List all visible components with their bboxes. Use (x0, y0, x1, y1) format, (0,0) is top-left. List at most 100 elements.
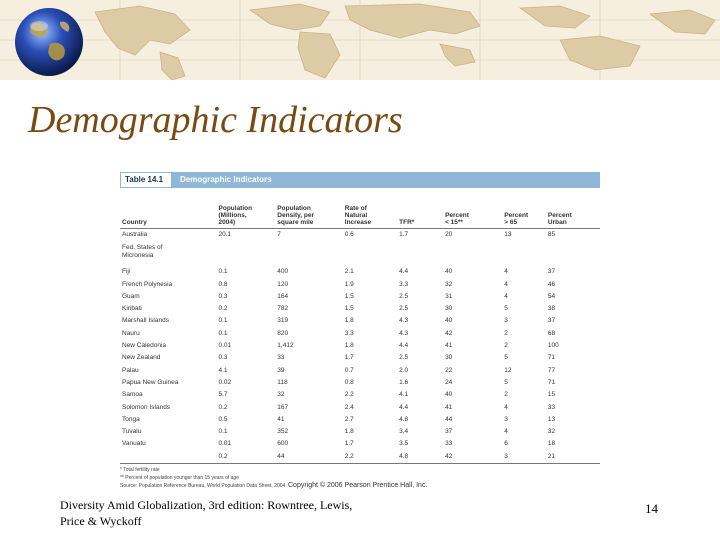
value-cell (443, 241, 502, 266)
value-cell: 40 (445, 268, 453, 276)
column-header: Population (Millions, 2004) (216, 188, 276, 229)
value-cell: 6 (504, 440, 508, 448)
table-row: New Zealand 0.3 33 1.7 2.5 30 5 71 (120, 352, 600, 364)
value-cell: 4.8 (397, 450, 444, 465)
value-cell: 0.1 (218, 428, 228, 436)
table-header-band: Table 14.1 Demographic Indicators (120, 172, 600, 188)
value-cell: 0.8 (344, 378, 354, 386)
table-row: Tonga 0.5 41 2.7 4.8 44 3 13 (120, 414, 600, 426)
value-cell: 1.9 (344, 280, 354, 288)
demographic-table-figure: Table 14.1 Demographic Indicators Countr… (120, 172, 600, 490)
value-cell: 2.2 (342, 450, 398, 465)
table-number: Table 14.1 (120, 172, 172, 188)
value-cell: 20.1 (218, 231, 232, 238)
footnote: ** Percent of population younger than 15… (120, 475, 239, 482)
value-cell: 118 (277, 378, 288, 386)
value-cell: 1.7 (344, 354, 354, 362)
table-caption: Demographic Indicators (180, 175, 272, 184)
value-cell: 0.1 (218, 317, 228, 325)
value-cell: 1.5 (344, 292, 354, 300)
value-cell: 167 (277, 403, 289, 411)
value-cell: 2.0 (399, 366, 409, 374)
table-row: Solomon Islands 0.2 167 2.4 4.4 41 4 33 (120, 402, 600, 414)
value-cell: 7 (277, 231, 281, 238)
table-row: Fiji 0.1 400 2.1 4.4 40 4 37 (120, 266, 600, 278)
country-cell: Samoa (122, 391, 143, 399)
value-cell: 5.7 (218, 391, 228, 399)
value-cell: 13 (504, 231, 512, 238)
country-cell: Kiribati (122, 305, 142, 313)
value-cell: 5 (504, 305, 508, 313)
table-header-row: Country Population (Millions, 2004) Popu… (120, 188, 600, 229)
value-cell: 33 (277, 354, 285, 362)
table-row: French Polynesia 0.8 120 1.9 3.3 32 4 46 (120, 279, 600, 291)
value-cell: 41 (445, 403, 453, 411)
country-cell: New Zealand (122, 354, 161, 362)
value-cell: 2.5 (399, 305, 409, 313)
value-cell: 120 (277, 280, 289, 288)
value-cell: 37 (547, 268, 556, 276)
value-cell: 3 (502, 450, 546, 465)
value-cell: 15 (547, 391, 556, 399)
column-header: Percent < 15** (443, 188, 503, 229)
value-cell: 3.3 (399, 280, 409, 288)
value-cell: 37 (547, 317, 556, 325)
value-cell: 4 (504, 292, 508, 300)
value-cell: 600 (277, 440, 289, 448)
value-cell: 4.1 (399, 391, 409, 399)
country-cell: Nauru (122, 329, 140, 337)
footer-citation: Diversity Amid Globalization, 3rd editio… (60, 498, 353, 528)
value-cell: 33 (547, 403, 556, 411)
column-header: Population Density, per square mile (275, 188, 343, 229)
value-cell: 2 (504, 342, 508, 350)
country-cell: New Caledonia (122, 342, 167, 350)
value-cell: 0.5 (218, 415, 228, 423)
value-cell: 352 (277, 428, 289, 436)
value-cell: 37 (445, 428, 453, 436)
country-cell: Tonga (122, 415, 140, 423)
value-cell: 40 (445, 317, 453, 325)
value-cell: 42 (443, 450, 503, 465)
value-cell (343, 241, 397, 266)
table-row: Papua New Guinea 0.02 118 0.8 1.6 24 5 71 (120, 377, 600, 389)
value-cell: 0.6 (344, 231, 354, 238)
table-notes: * Total fertility rate ** Percent of pop… (120, 466, 600, 490)
country-cell: Fiji (122, 268, 131, 276)
value-cell: 24 (445, 378, 453, 386)
value-cell: 0.3 (218, 354, 228, 362)
value-cell: 0.01 (218, 342, 232, 350)
country-cell: Marshall Islands (122, 317, 169, 325)
value-cell (502, 241, 546, 266)
column-header: Percent > 65 (502, 188, 546, 229)
value-cell: 782 (277, 305, 289, 313)
value-cell: 1,412 (277, 342, 294, 350)
value-cell: 71 (547, 354, 556, 362)
value-cell: 31 (445, 292, 453, 300)
value-cell (217, 241, 276, 266)
value-cell: 4.8 (399, 415, 409, 423)
value-cell: 0.1 (218, 329, 228, 337)
value-cell: 1.8 (344, 342, 354, 350)
value-cell: 12 (504, 366, 512, 374)
value-cell: 4.3 (399, 329, 409, 337)
value-cell: 4.3 (399, 317, 409, 325)
table-row: Tuvalu 0.1 352 1.8 3.4 37 4 32 (120, 426, 600, 438)
value-cell: 33 (445, 440, 453, 448)
value-cell (275, 241, 342, 266)
value-cell: 5 (504, 354, 508, 362)
value-cell: 32 (547, 428, 556, 436)
column-header: Percent Urban (545, 188, 600, 229)
value-cell: 41 (277, 415, 285, 423)
value-cell: 820 (277, 329, 289, 337)
value-cell: 68 (547, 329, 556, 337)
column-header: Country (120, 188, 217, 229)
value-cell: 4 (504, 280, 508, 288)
value-cell: 30 (445, 305, 453, 313)
table-row: Fed. States of Micronesia (120, 241, 600, 266)
value-cell: 2 (504, 329, 508, 337)
value-cell: 39 (277, 366, 285, 374)
value-cell: 0.7 (344, 366, 354, 374)
value-cell: 1.6 (399, 378, 409, 386)
value-cell: 20 (445, 231, 453, 238)
value-cell: 40 (445, 391, 453, 399)
